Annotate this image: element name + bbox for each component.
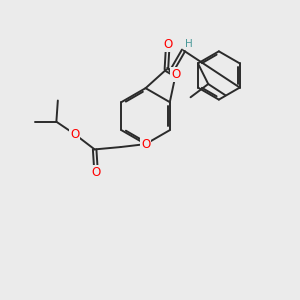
Text: O: O xyxy=(141,138,150,151)
Text: O: O xyxy=(70,128,79,141)
Text: O: O xyxy=(92,166,101,179)
Text: O: O xyxy=(171,68,180,81)
Text: O: O xyxy=(163,38,172,51)
Text: H: H xyxy=(185,39,193,49)
